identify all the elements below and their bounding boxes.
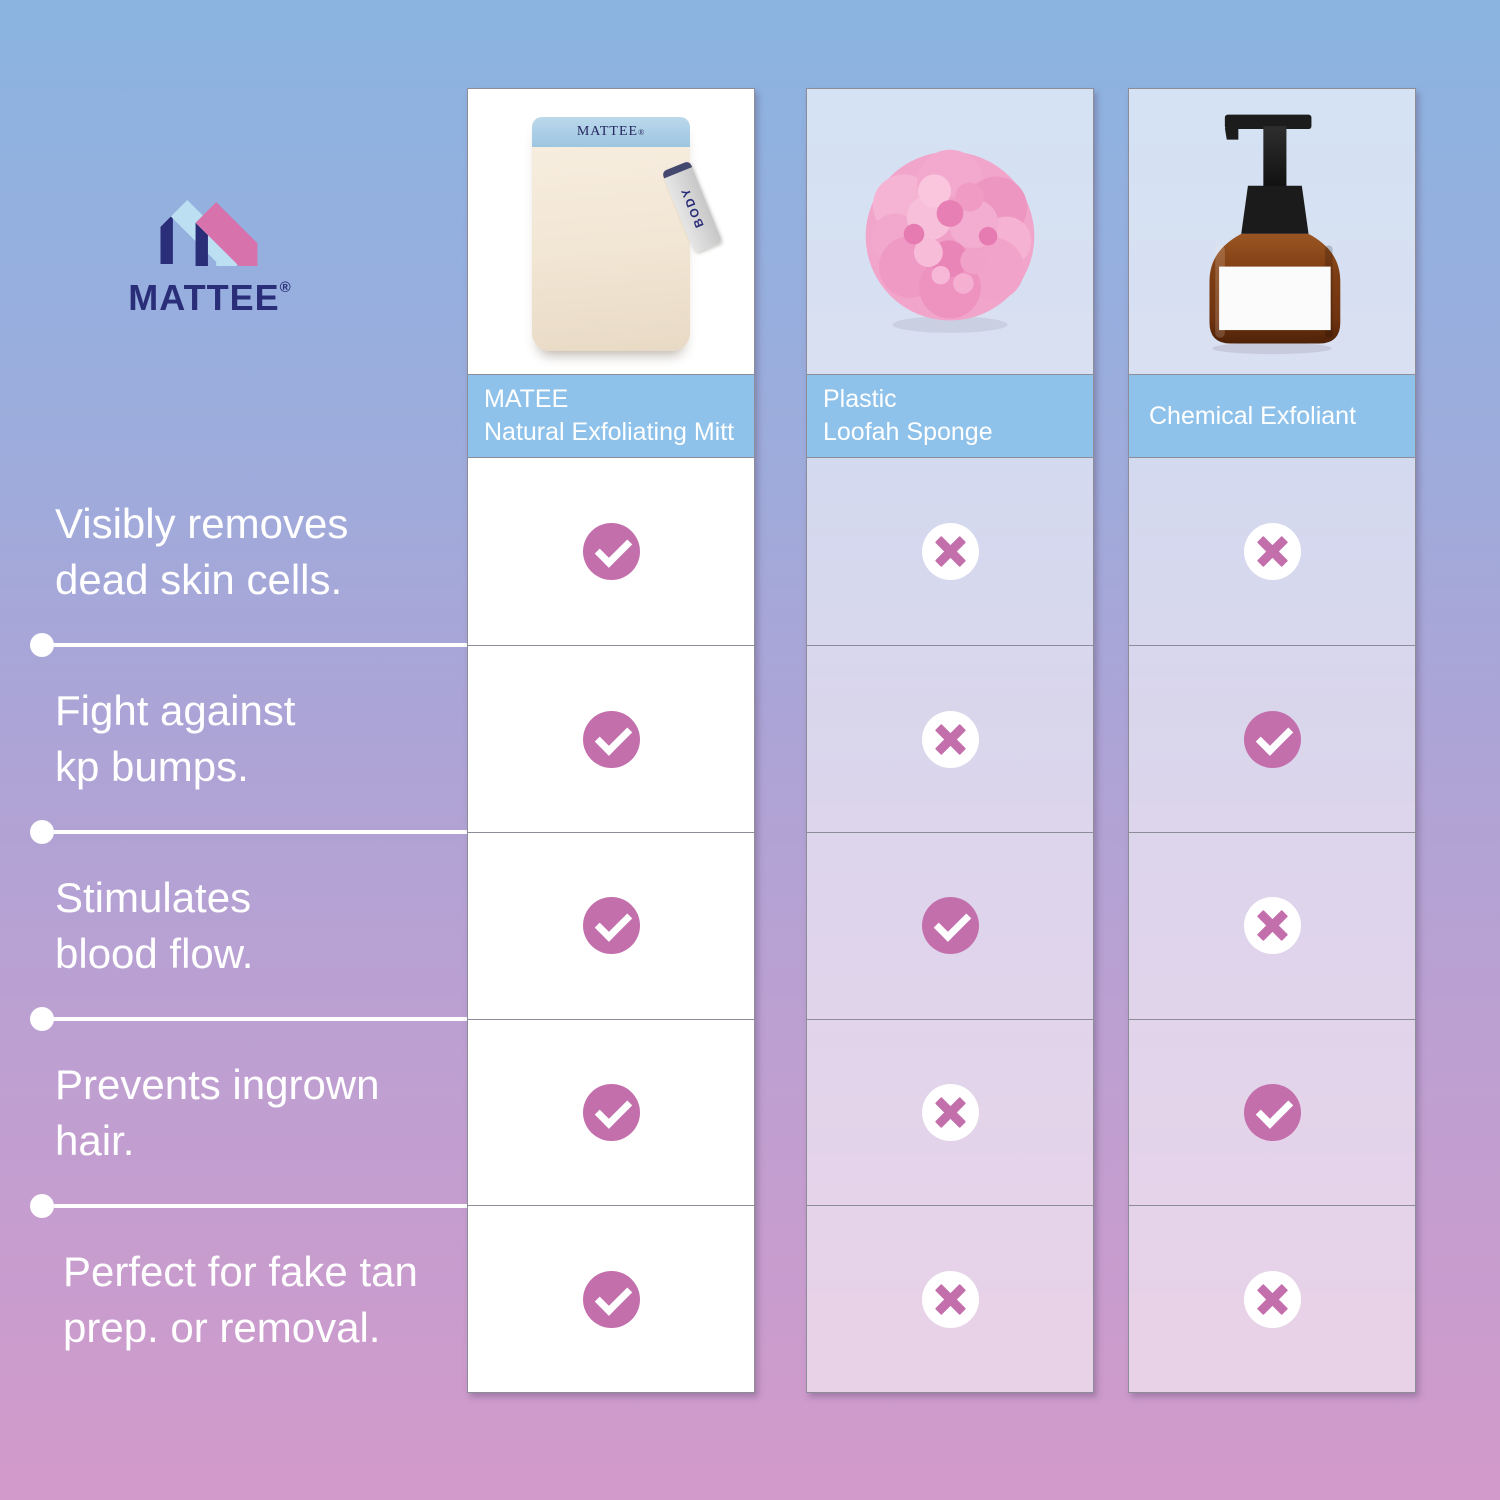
feature-label-line: Fight against — [55, 686, 296, 734]
feature-label-visibly-removes: Visibly removes dead skin cells. — [55, 458, 455, 645]
divider-line — [54, 643, 467, 647]
brand-logo: MATTEE® — [112, 200, 307, 316]
loofah-sponge-illustration — [865, 150, 1035, 334]
feature-label-prevents-ingrown-hair: Prevents ingrown hair. — [55, 1019, 455, 1206]
column-header-mattee: MATEE Natural Exfoliating Mitt — [468, 373, 754, 459]
cross-icon — [921, 1270, 979, 1328]
table-cell — [1129, 1205, 1415, 1393]
check-icon — [921, 897, 979, 955]
table-cell — [468, 645, 754, 832]
cross-icon — [921, 710, 979, 768]
divider-dot — [30, 820, 54, 844]
feature-label-line: blood flow. — [55, 929, 254, 977]
exfoliating-mitt-illustration: MATTEE ® BODY — [532, 117, 723, 352]
product-photo-pump-bottle — [1129, 89, 1415, 374]
table-cell — [468, 1018, 754, 1206]
divider-line — [54, 1017, 467, 1021]
table-cell — [1129, 1018, 1415, 1206]
feature-label-line: hair. — [55, 1116, 135, 1164]
table-cell — [807, 458, 1093, 646]
mitt-body-tag: BODY — [661, 160, 723, 254]
table-cell — [807, 645, 1093, 832]
table-cell — [468, 458, 754, 646]
row-divider — [30, 633, 467, 657]
column-mattee-mitt: MATTEE ® BODY MATEE Natural Exfoliating M… — [467, 88, 755, 1393]
feature-label-line: Stimulates — [55, 873, 252, 921]
column-header-line: MATEE — [484, 385, 569, 413]
feature-label-line: dead skin cells. — [55, 555, 343, 603]
column-loofah-sponge: Plastic Loofah Sponge — [806, 88, 1094, 1393]
table-cell — [807, 1205, 1093, 1393]
column-chemical-exfoliant: Chemical Exfoliant — [1128, 88, 1416, 1393]
table-cell — [1129, 458, 1415, 646]
feature-label-line: Perfect for fake tan — [63, 1247, 418, 1295]
feature-label-stimulates-blood-flow: Stimulates blood flow. — [55, 832, 455, 1019]
product-photo-loofah-sponge — [807, 89, 1093, 374]
registered-trademark-symbol: ® — [279, 279, 291, 296]
brand-name-text: MATTEE — [128, 277, 280, 318]
table-cell — [468, 831, 754, 1019]
check-icon — [582, 1083, 640, 1141]
column-header-line: Loofah Sponge — [823, 418, 993, 446]
divider-dot — [30, 633, 54, 657]
brand-name: MATTEE® — [112, 270, 307, 316]
check-icon — [582, 710, 640, 768]
cross-icon — [921, 1083, 979, 1141]
divider-line — [54, 830, 467, 834]
feature-label-fight-kp-bumps: Fight against kp bumps. — [55, 645, 455, 832]
table-cell — [1129, 831, 1415, 1019]
product-photo-exfoliating-mitt: MATTEE ® BODY — [468, 89, 754, 374]
column-header-chemical: Chemical Exfoliant — [1129, 373, 1415, 459]
check-icon — [582, 523, 640, 581]
table-cell — [468, 1205, 754, 1393]
feature-label-line: Visibly removes — [55, 499, 349, 547]
check-icon — [1243, 1083, 1301, 1141]
table-cell — [807, 831, 1093, 1019]
divider-dot — [30, 1194, 54, 1218]
check-icon — [1243, 710, 1301, 768]
check-icon — [582, 1270, 640, 1328]
cross-icon — [1243, 897, 1301, 955]
mitt-tag-text: BODY — [677, 184, 707, 230]
cross-icon — [921, 523, 979, 581]
column-header-line: Natural Exfoliating Mitt — [484, 418, 735, 446]
mitt-band-text: MATTEE — [576, 124, 639, 140]
row-divider — [30, 820, 467, 844]
table-cell — [807, 1018, 1093, 1206]
mitt-band-registered: ® — [638, 127, 646, 137]
cross-icon — [1243, 1270, 1301, 1328]
pump-bottle-illustration — [1209, 114, 1341, 355]
row-divider — [30, 1007, 467, 1031]
row-divider — [30, 1194, 467, 1218]
column-header-loofah: Plastic Loofah Sponge — [807, 373, 1093, 459]
divider-line — [54, 1204, 467, 1208]
divider-dot — [30, 1007, 54, 1031]
cross-icon — [1243, 523, 1301, 581]
feature-label-line: kp bumps. — [55, 742, 249, 790]
feature-label-line: Prevents ingrown — [55, 1060, 380, 1108]
column-header-line: Plastic — [823, 385, 897, 413]
feature-label-fake-tan-prep: Perfect for fake tan prep. or removal. — [55, 1206, 463, 1393]
feature-label-line: prep. or removal. — [63, 1303, 381, 1351]
table-cell — [1129, 645, 1415, 832]
check-icon — [582, 897, 640, 955]
column-header-line: Chemical Exfoliant — [1149, 401, 1357, 430]
brand-logo-mark-icon — [160, 200, 257, 266]
mitt-brand-band: MATTEE ® — [532, 117, 690, 148]
